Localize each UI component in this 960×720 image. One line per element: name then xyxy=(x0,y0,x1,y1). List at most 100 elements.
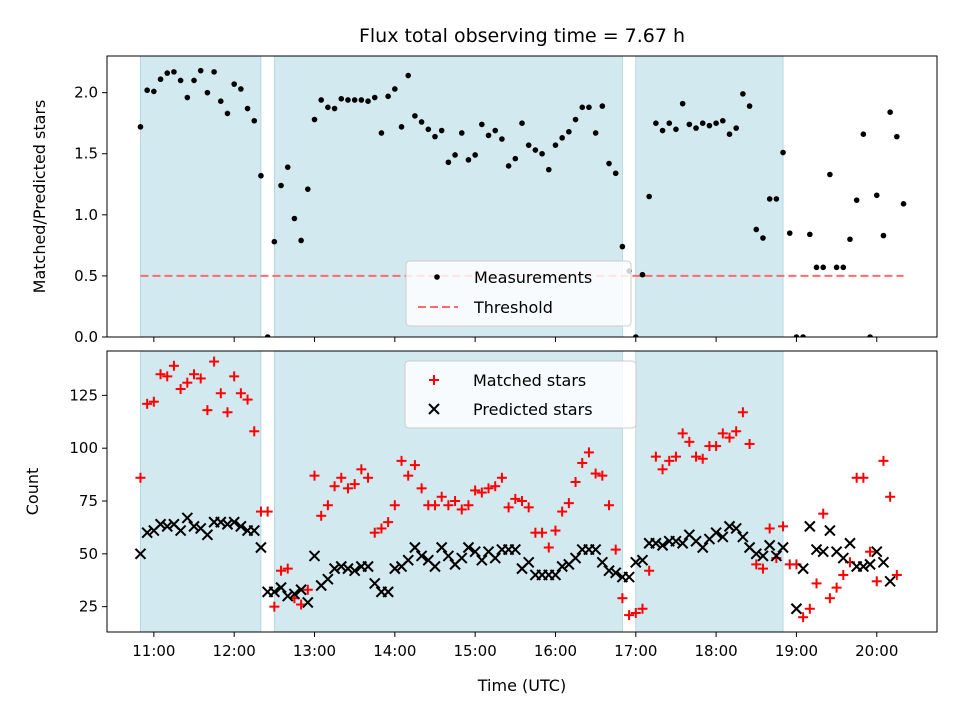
predicted-star-marker xyxy=(549,569,562,581)
measurement-point xyxy=(505,163,512,169)
legend-measurements-label: Measurements xyxy=(474,268,592,287)
predicted-star-marker xyxy=(804,520,816,533)
predicted-star-marker xyxy=(476,554,488,566)
measurement-point xyxy=(853,197,860,203)
measurement-point xyxy=(632,334,639,337)
matched-star-marker xyxy=(804,603,815,614)
matched-star-marker xyxy=(711,441,722,452)
predicted-star-marker xyxy=(757,550,769,562)
measurement-point xyxy=(217,98,224,105)
measurement-point xyxy=(492,127,499,134)
predicted-star-marker xyxy=(268,586,281,598)
predicted-star-marker xyxy=(656,539,669,552)
predicted-star-marker xyxy=(382,586,394,598)
measurement-point xyxy=(351,97,358,103)
predicted-star-marker xyxy=(710,526,722,539)
matched-star-marker xyxy=(396,455,407,466)
matched-star-marker xyxy=(798,612,809,623)
y-tick-label: 75 xyxy=(79,492,98,510)
x-tick-label: 20:00 xyxy=(855,642,898,660)
measurement-point xyxy=(619,243,626,250)
measurement-point xyxy=(418,119,425,125)
matched-star-marker xyxy=(142,398,153,409)
matched-star-marker xyxy=(309,470,320,481)
measurement-point xyxy=(305,186,311,192)
measurement-point xyxy=(894,133,900,140)
predicted-star-marker xyxy=(235,520,247,533)
measurement-point xyxy=(171,69,177,75)
matched-star-marker xyxy=(724,432,735,443)
measurement-point xyxy=(224,110,231,117)
predicted-star-marker xyxy=(884,575,896,588)
measurement-point xyxy=(432,133,438,140)
matched-star-marker xyxy=(597,470,608,481)
matched-star-marker xyxy=(871,576,882,587)
matched-star-marker xyxy=(316,510,327,521)
measurement-point xyxy=(659,127,666,134)
top-legend: Measurements Threshold xyxy=(405,260,632,327)
x-tick-label: 14:00 xyxy=(373,642,416,660)
matched-star-marker xyxy=(342,483,353,494)
predicted-star-marker xyxy=(462,541,475,554)
bottom-panel: 25 50 75 100 125 11:00 12:00 13:00 14:00 15:00 16:… xyxy=(23,350,938,695)
matched-star-marker xyxy=(691,451,702,462)
measurement-point xyxy=(746,103,753,109)
matched-star-marker xyxy=(182,377,193,388)
measurement-point xyxy=(753,226,760,233)
measurement-point xyxy=(525,142,532,148)
matched-star-marker xyxy=(865,546,876,557)
measurement-point xyxy=(780,149,786,156)
top-plot-area xyxy=(137,67,907,337)
predicted-star-marker xyxy=(221,518,234,530)
measurement-point xyxy=(740,91,746,97)
matched-star-marker xyxy=(517,496,527,507)
measurement-point xyxy=(512,155,519,162)
measurement-point xyxy=(545,166,552,173)
predicted-star-marker xyxy=(797,562,809,575)
y-tick-label: 100 xyxy=(69,439,98,457)
predicted-star-marker xyxy=(871,546,883,558)
predicted-star-marker xyxy=(181,512,194,524)
measurement-point xyxy=(666,120,673,126)
matched-star-marker xyxy=(235,388,246,399)
predicted-star-marker xyxy=(362,560,374,573)
predicted-star-marker xyxy=(817,546,829,558)
matched-star-marker xyxy=(657,464,668,475)
measurement-point xyxy=(392,86,398,92)
predicted-star-marker xyxy=(154,518,167,530)
x-tick-label: 18:00 xyxy=(694,642,737,660)
matched-star-marker xyxy=(262,506,273,517)
matched-star-marker xyxy=(684,436,695,447)
matched-star-marker xyxy=(356,464,367,475)
measurement-point xyxy=(425,126,432,133)
y-tick-label: 50 xyxy=(79,545,98,563)
legend-matched-label: Matched stars xyxy=(473,371,586,390)
y-tick-label: 0.5 xyxy=(74,267,98,285)
bottom-axes-frame xyxy=(106,350,938,633)
measurement-point xyxy=(452,152,458,158)
predicted-star-marker xyxy=(389,562,401,575)
matched-star-marker xyxy=(697,453,708,464)
measurement-point xyxy=(144,87,150,94)
matched-star-marker xyxy=(604,500,615,511)
x-tick-label: 11:00 xyxy=(132,642,175,660)
measurement-point xyxy=(579,104,586,111)
predicted-star-marker xyxy=(522,556,535,568)
matched-star-marker xyxy=(577,457,588,468)
predicted-star-marker xyxy=(596,556,609,568)
matched-star-marker xyxy=(443,500,454,511)
predicted-star-marker xyxy=(676,537,689,549)
measurement-point xyxy=(827,171,833,178)
measurement-point xyxy=(833,264,840,271)
matched-star-marker xyxy=(470,485,481,496)
matched-star-marker xyxy=(523,502,534,513)
measurement-point xyxy=(760,235,766,241)
matched-star-marker xyxy=(778,521,789,532)
top-axes-frame xyxy=(106,55,938,338)
predicted-star-marker xyxy=(650,537,662,549)
predicted-star-marker xyxy=(435,541,448,554)
predicted-star-marker xyxy=(215,516,227,528)
y-tick-label: 125 xyxy=(69,386,98,404)
measurement-point xyxy=(264,334,271,337)
measurement-point xyxy=(693,125,699,131)
